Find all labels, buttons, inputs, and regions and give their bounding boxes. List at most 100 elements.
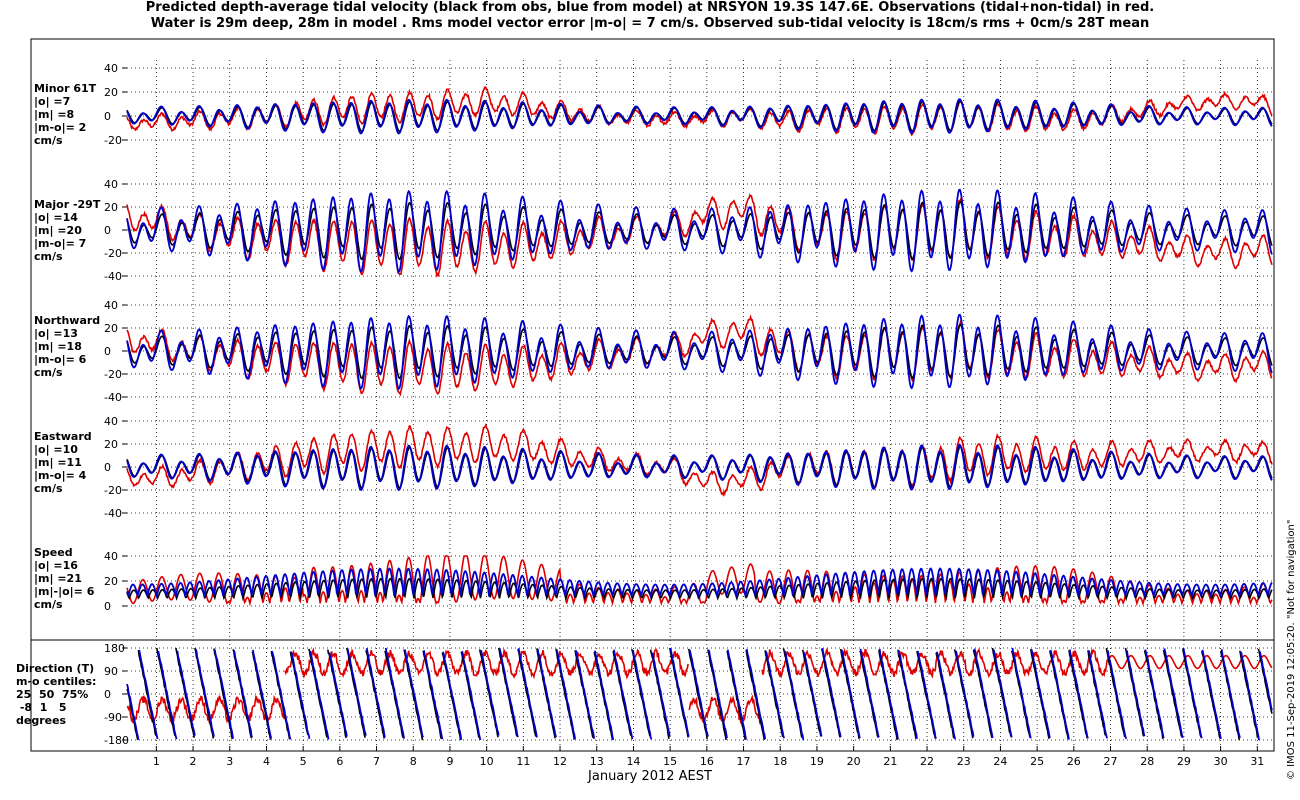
direction-series-observations xyxy=(126,647,1273,725)
direction-label-line-0: Direction (T) xyxy=(16,662,95,675)
northward-label-line-0: Northward xyxy=(34,314,101,327)
x-tick-label-28: 28 xyxy=(1140,755,1154,768)
x-tick-label-4: 4 xyxy=(263,755,270,768)
minor-label-line-1: |o| =7 xyxy=(34,95,71,108)
x-tick-label-6: 6 xyxy=(336,755,343,768)
x-tick-label-1: 1 xyxy=(153,755,160,768)
x-tick-label-9: 9 xyxy=(446,755,453,768)
major-ytick-label--40: -40 xyxy=(104,270,122,283)
direction-ytick-label-90: 90 xyxy=(104,665,118,678)
minor-label-line-3: |m-o|= 2 xyxy=(34,121,87,134)
x-tick-label-23: 23 xyxy=(957,755,971,768)
speed-label-line-1: |o| =16 xyxy=(34,559,78,572)
x-tick-label-14: 14 xyxy=(626,755,640,768)
x-tick-label-24: 24 xyxy=(993,755,1007,768)
direction-series-model xyxy=(126,647,1273,741)
major-label-line-2: |m| =20 xyxy=(34,224,82,237)
major-label-line-0: Major -29T xyxy=(34,198,101,211)
major-series-model xyxy=(126,188,1273,274)
x-tick-label-25: 25 xyxy=(1030,755,1044,768)
x-tick-label-11: 11 xyxy=(516,755,530,768)
major-panel-label: Major -29T |o| =14 |m| =20 |m-o|= 7 cm/s xyxy=(34,198,100,263)
x-tick-label-3: 3 xyxy=(226,755,233,768)
major-label-line-1: |o| =14 xyxy=(34,211,78,224)
direction-label-line-1: m-o centiles: xyxy=(16,675,97,688)
x-tick-label-18: 18 xyxy=(773,755,787,768)
direction-ytick-label--180: -180 xyxy=(104,734,129,747)
eastward-ytick-label--40: -40 xyxy=(104,507,122,520)
speed-label-line-2: |m| =21 xyxy=(34,572,82,585)
northward-ytick-label--40: -40 xyxy=(104,391,122,404)
minor-ytick-label--20: -20 xyxy=(104,134,122,147)
eastward-label-line-4: cm/s xyxy=(34,482,63,495)
direction-label-line-2: 25 50 75% xyxy=(16,688,89,701)
major-ytick-label--20: -20 xyxy=(104,247,122,260)
minor-ytick-label-0: 0 xyxy=(104,110,111,123)
eastward-ytick-label-0: 0 xyxy=(104,461,111,474)
speed-label-line-0: Speed xyxy=(34,546,73,559)
minor-ytick-label-40: 40 xyxy=(104,62,118,75)
speed-panel-label: Speed |o| =16 |m| =21 |m|-|o|= 6 cm/s xyxy=(34,546,94,611)
northward-label-line-1: |o| =13 xyxy=(34,327,78,340)
eastward-label-line-3: |m-o|= 4 xyxy=(34,469,87,482)
minor-label-line-4: cm/s xyxy=(34,134,63,147)
eastward-ytick-label-40: 40 xyxy=(104,415,118,428)
minor-panel-label: Minor 61T |o| =7 |m| =8 |m-o|= 2 cm/s xyxy=(34,82,96,147)
major-ytick-label-20: 20 xyxy=(104,201,118,214)
x-tick-label-20: 20 xyxy=(847,755,861,768)
x-tick-label-13: 13 xyxy=(590,755,604,768)
northward-panel-label: Northward |o| =13 |m| =18 |m-o|= 6 cm/s xyxy=(34,314,100,379)
x-tick-label-12: 12 xyxy=(553,755,567,768)
eastward-label-line-1: |o| =10 xyxy=(34,443,78,456)
direction-panel-label: Direction (T) m-o centiles: 25 50 75% -8 1… xyxy=(16,662,96,727)
x-tick-label-8: 8 xyxy=(410,755,417,768)
x-tick-label-17: 17 xyxy=(737,755,751,768)
minor-label-line-0: Minor 61T xyxy=(34,82,97,95)
major-ytick-label-0: 0 xyxy=(104,224,111,237)
northward-ytick-label--20: -20 xyxy=(104,368,122,381)
x-tick-label-29: 29 xyxy=(1177,755,1191,768)
northward-ytick-label-0: 0 xyxy=(104,345,111,358)
northward-label-line-4: cm/s xyxy=(34,366,63,379)
eastward-label-line-2: |m| =11 xyxy=(34,456,82,469)
x-axis-title: January 2012 AEST xyxy=(588,769,712,784)
eastward-panel-label: Eastward |o| =10 |m| =11 |m-o|= 4 cm/s xyxy=(34,430,92,495)
direction-ytick-label-180: 180 xyxy=(104,642,125,655)
x-tick-label-19: 19 xyxy=(810,755,824,768)
major-label-line-3: |m-o|= 7 xyxy=(34,237,87,250)
x-tick-label-15: 15 xyxy=(663,755,677,768)
x-tick-label-16: 16 xyxy=(700,755,714,768)
eastward-ytick-label-20: 20 xyxy=(104,438,118,451)
direction-label-line-3: -8 1 5 xyxy=(16,701,67,714)
speed-series-model xyxy=(126,567,1273,600)
x-tick-label-5: 5 xyxy=(300,755,307,768)
chart-title-line-1: Predicted depth-average tidal velocity (… xyxy=(145,0,1155,15)
minor-series-model xyxy=(126,98,1273,135)
x-tick-label-2: 2 xyxy=(190,755,197,768)
northward-ytick-label-20: 20 xyxy=(104,322,118,335)
northward-label-line-3: |m-o|= 6 xyxy=(34,353,87,366)
plot-frame xyxy=(30,38,1275,752)
x-tick-label-31: 31 xyxy=(1250,755,1264,768)
copyright-stamp: © IMOS 11-Sep-2019 12:05:20. "Not for na… xyxy=(1286,519,1297,780)
direction-ytick-label--90: -90 xyxy=(104,711,122,724)
minor-ytick-label-20: 20 xyxy=(104,86,118,99)
x-tick-label-22: 22 xyxy=(920,755,934,768)
direction-label-line-4: degrees xyxy=(16,714,67,727)
speed-label-line-4: cm/s xyxy=(34,598,63,611)
direction-ytick-label-0: 0 xyxy=(104,688,111,701)
major-label-line-4: cm/s xyxy=(34,250,63,263)
northward-ytick-label-40: 40 xyxy=(104,299,118,312)
speed-ytick-label-20: 20 xyxy=(104,575,118,588)
chart-title-line-2: Water is 29m deep, 28m in model . Rms mo… xyxy=(150,16,1150,31)
x-tick-label-7: 7 xyxy=(373,755,380,768)
speed-label-line-3: |m|-|o|= 6 xyxy=(34,585,95,598)
x-tick-label-21: 21 xyxy=(883,755,897,768)
x-tick-label-26: 26 xyxy=(1067,755,1081,768)
speed-ytick-label-40: 40 xyxy=(104,550,118,563)
eastward-label-line-0: Eastward xyxy=(34,430,92,443)
minor-label-line-2: |m| =8 xyxy=(34,108,75,121)
eastward-series-model xyxy=(126,443,1273,492)
speed-ytick-label-0: 0 xyxy=(104,600,111,613)
